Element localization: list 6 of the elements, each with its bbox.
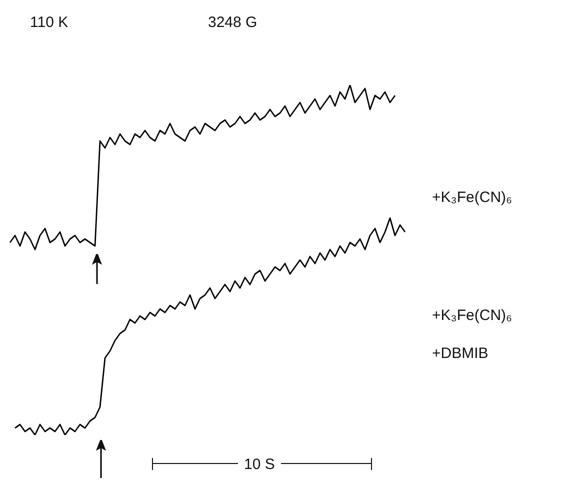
text: 110 K	[30, 14, 68, 31]
text: 10 S	[238, 456, 281, 473]
text: 3248 G	[208, 14, 258, 31]
text: +K₃Fe(CN)₆	[432, 307, 512, 324]
text: +K₃Fe(CN)₆	[432, 189, 512, 206]
text: +DBMIB	[432, 345, 488, 362]
